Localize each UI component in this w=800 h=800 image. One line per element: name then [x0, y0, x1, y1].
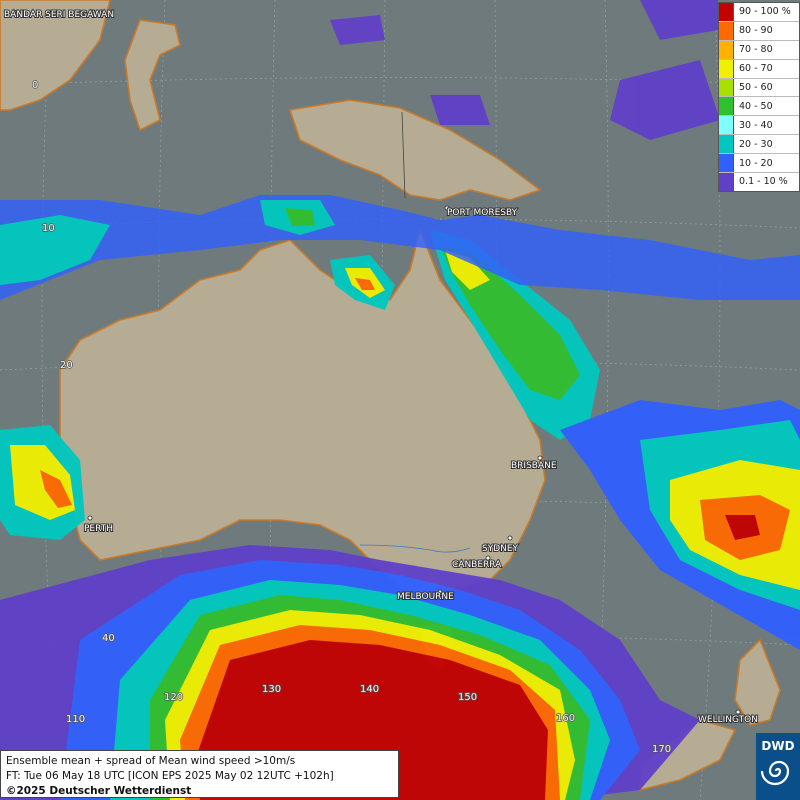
dwd-logo: DWD — [756, 733, 800, 800]
legend-row: 0.1 - 10 % — [719, 173, 799, 191]
legend-label: 0.1 - 10 % — [739, 176, 788, 188]
australia — [59, 227, 546, 601]
legend-label: 90 - 100 % — [739, 6, 791, 18]
lon-label-170: 170 — [652, 744, 671, 755]
lat-label-20: 20 — [60, 360, 73, 371]
legend-swatch — [719, 59, 734, 78]
new-guinea — [288, 99, 542, 201]
legend-swatch — [719, 154, 734, 173]
legend-swatch — [719, 116, 734, 135]
legend-row: 50 - 60 — [719, 78, 799, 98]
legend-label: 60 - 70 — [739, 63, 773, 75]
city-brisbane: BRISBANE — [511, 461, 557, 471]
legend-label: 50 - 60 — [739, 82, 773, 93]
legend-label: 20 - 30 — [739, 138, 773, 150]
legend-swatch — [719, 135, 734, 154]
legend-row: 70 - 80 — [719, 40, 799, 60]
lon-label-120: 120 — [164, 692, 183, 703]
legend-swatch — [719, 97, 734, 116]
legend-swatch — [719, 40, 734, 59]
city-port-moresby: PORT MORESBY — [447, 208, 518, 218]
city-markers — [11, 9, 741, 715]
city-canberra: CANBERRA — [452, 560, 502, 570]
caption-line-2: FT: Tue 06 May 18 UTC [ICON EPS 2025 May… — [6, 770, 334, 782]
borneo — [0, 0, 111, 111]
legend-row: 40 - 50 — [719, 97, 799, 117]
city-bandar: BANDAR SERI BEGAWAN — [4, 10, 114, 20]
nz-north-island — [734, 638, 781, 726]
lon-label-110: 110 — [66, 714, 85, 725]
caption-line-1: Ensemble mean + spread of Mean wind spee… — [6, 755, 296, 767]
sulawesi — [124, 19, 181, 132]
city-labels: BANDAR SERI BEGAWAN PORT MORESBY BRISBAN… — [3, 9, 759, 726]
legend-swatch — [719, 78, 734, 97]
legend-label: 70 - 80 — [739, 44, 773, 56]
lon-label-160: 160 — [556, 713, 575, 724]
legend-swatch — [719, 173, 734, 191]
murray-river — [359, 544, 471, 553]
city-melbourne: MELBOURNE — [397, 592, 454, 602]
legend-swatch — [719, 21, 734, 40]
legend-row: 90 - 100 % — [719, 3, 799, 22]
caption-line-3: ©2025 Deutscher Wetterdienst — [6, 785, 192, 797]
legend-label: 10 - 20 — [739, 157, 773, 169]
city-sydney: SYDNEY — [482, 544, 519, 554]
legend-label: 40 - 50 — [739, 100, 773, 112]
lat-label-0: 0 — [32, 80, 38, 91]
dwd-logo-text: DWD — [761, 739, 795, 753]
legend-swatch — [719, 3, 734, 21]
lon-label-150: 150 — [458, 692, 477, 703]
lon-label-140: 140 — [360, 684, 379, 695]
legend-row: 60 - 70 — [719, 59, 799, 79]
legend-row: 20 - 30 — [719, 135, 799, 155]
legend-row: 80 - 90 — [719, 21, 799, 41]
papua-border — [401, 111, 406, 199]
city-wellington: WELLINGTON — [698, 715, 758, 725]
legend-row: 30 - 40 — [719, 116, 799, 136]
lat-label-10: 10 — [42, 223, 55, 234]
grid-labels: 0 10 20 40 110 120 130 140 150 160 170 — [31, 79, 672, 756]
lat-label-40: 40 — [102, 633, 115, 644]
legend: 90 - 100 % 80 - 90 70 - 80 60 - 70 50 - 60 40… — [718, 2, 800, 192]
legend-label: 80 - 90 — [739, 25, 773, 37]
lon-label-130: 130 — [262, 684, 281, 695]
city-perth: PERTH — [84, 524, 113, 534]
caption-box: Ensemble mean + spread of Mean wind spee… — [0, 750, 399, 798]
legend-label: 30 - 40 — [739, 119, 773, 131]
spiral-icon — [760, 760, 790, 786]
legend-row: 10 - 20 — [719, 154, 799, 174]
